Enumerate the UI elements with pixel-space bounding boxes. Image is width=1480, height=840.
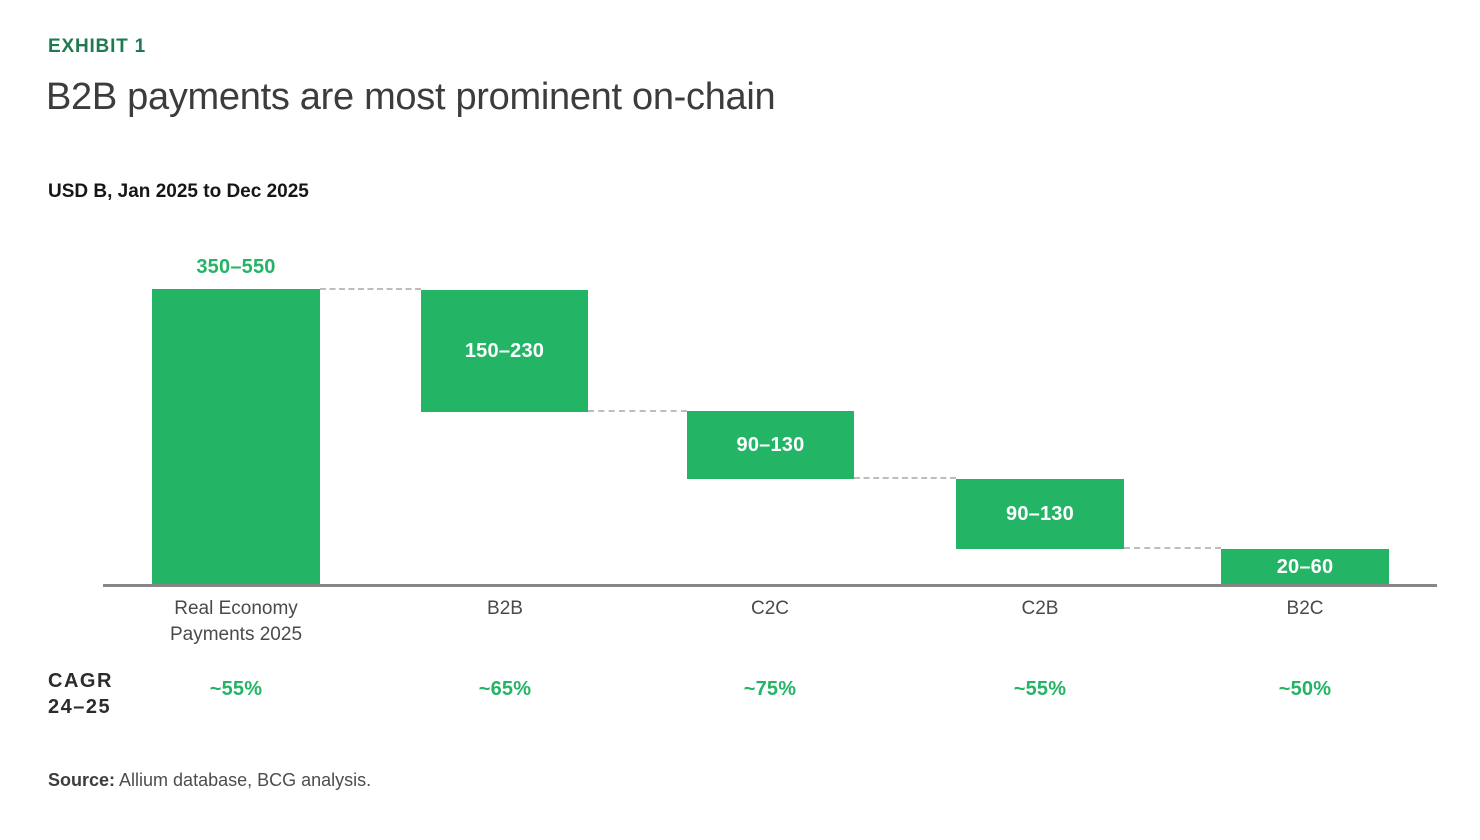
- chart-subtitle: USD B, Jan 2025 to Dec 2025: [48, 181, 309, 202]
- bar-value-c2c: 90–130: [736, 433, 805, 456]
- category-label-c2b: C2B: [1021, 598, 1059, 619]
- connector-line-2: [588, 410, 687, 412]
- bar-b2c: 20–60: [1221, 549, 1389, 586]
- bar-value-c2b: 90–130: [1006, 502, 1074, 525]
- bar-value-b2b: 150–230: [464, 339, 545, 362]
- bar-value-b2c: 20–60: [1276, 556, 1334, 578]
- source-prefix: Source:: [48, 770, 116, 790]
- exhibit-label: EXHIBIT 1: [48, 36, 146, 57]
- x-axis-line: [103, 584, 1437, 587]
- bar-c2b: 90–130: [956, 479, 1124, 549]
- source-text: Allium database, BCG analysis.: [115, 770, 372, 790]
- cagr-value-c2c: ~75%: [743, 678, 797, 700]
- cagr-row-header: CAGR 24–25: [48, 668, 113, 721]
- bar-value-real-economy: 350–550: [196, 256, 276, 278]
- category-label-real-economy: Real Economy Payments 2025: [169, 598, 303, 646]
- connector-line-1: [320, 288, 421, 290]
- category-label-b2b: B2B: [487, 598, 523, 619]
- cagr-header-line2: 24–25: [48, 696, 112, 719]
- bar-real-economy: [152, 289, 320, 585]
- bar-b2b: 150–230: [421, 290, 588, 412]
- cagr-header-line1: CAGR: [48, 670, 113, 692]
- page-title: B2B payments are most prominent on-chain: [46, 76, 776, 118]
- cagr-value-b2b: ~65%: [478, 678, 532, 700]
- connector-line-4: [1124, 547, 1221, 549]
- bar-c2c: 90–130: [687, 411, 854, 479]
- cagr-value-c2b: ~55%: [1013, 678, 1067, 700]
- category-label-c2c: C2C: [750, 598, 789, 619]
- connector-line-3: [854, 477, 956, 479]
- source-note: Source: Allium database, BCG analysis.: [48, 770, 371, 791]
- cagr-value-b2c: ~50%: [1278, 678, 1332, 700]
- cagr-value-real-economy: ~55%: [209, 678, 263, 700]
- category-label-b2c: B2C: [1286, 598, 1324, 619]
